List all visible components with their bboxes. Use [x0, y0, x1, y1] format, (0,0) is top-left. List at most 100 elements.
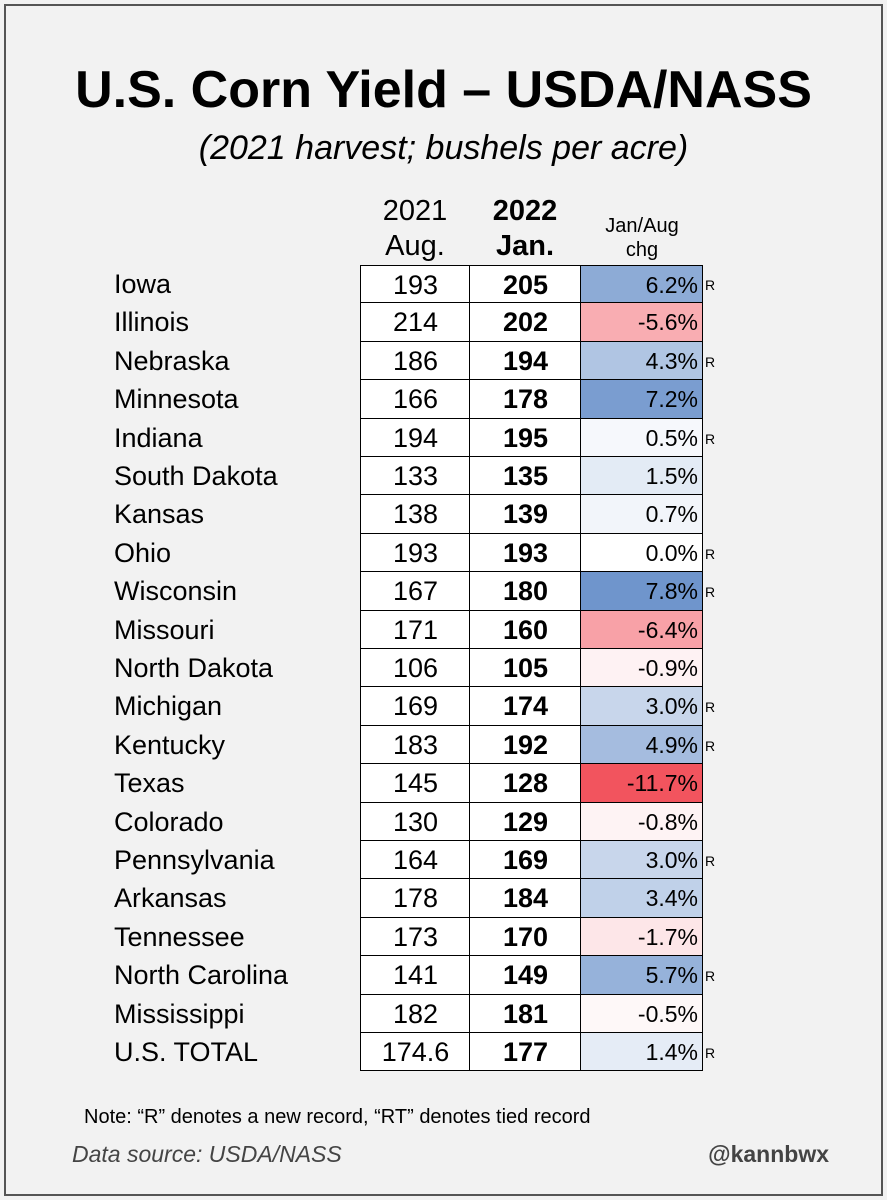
cell-aug-2021: 166	[360, 380, 470, 419]
cell-jan-2022: 128	[469, 764, 581, 803]
cell-aug-2021: 138	[360, 495, 470, 534]
header-chg-line2: chg	[625, 239, 659, 261]
cell-change: -6.4%	[580, 610, 703, 649]
cell-change: 3.0%	[580, 841, 703, 880]
cell-jan-2022: 149	[469, 956, 581, 995]
table-row: Kansas 138 139 0.7%	[0, 495, 887, 534]
cell-change: 6.2%	[580, 265, 703, 304]
cell-aug-2021: 130	[360, 802, 470, 841]
table-row: Wisconsin 167 180 7.8% R	[0, 572, 887, 611]
table-row: Missouri 171 160 -6.4%	[0, 610, 887, 649]
cell-jan-2022: 169	[469, 841, 581, 880]
state-name: U.S. TOTAL	[114, 1037, 259, 1067]
cell-aug-2021: 106	[360, 649, 470, 688]
cell-change: -0.5%	[580, 994, 703, 1033]
cell-aug-2021: 193	[360, 265, 470, 304]
cell-aug-2021: 194	[360, 418, 470, 457]
cell-aug-2021: 169	[360, 687, 470, 726]
table-row: Colorado 130 129 -0.8%	[0, 802, 887, 841]
author-handle: @kannbwx	[708, 1141, 829, 1167]
header-2021-aug: 2021 Aug.	[360, 194, 470, 264]
state-name: Texas	[114, 768, 185, 799]
table-row: Tennessee 173 170 -1.7%	[0, 917, 887, 957]
cell-jan-2022: 160	[469, 610, 581, 649]
cell-change: 4.3%	[580, 341, 703, 381]
state-name: North Dakota	[114, 653, 274, 683]
header-aug-year: 2021	[382, 195, 448, 227]
header-2022-jan: 2022 Jan.	[470, 194, 580, 264]
cell-change: 0.0%	[580, 533, 703, 573]
record-marker: R	[705, 584, 716, 601]
table-row: North Carolina 141 149 5.7% R	[0, 956, 887, 995]
table-row: Illinois 214 202 -5.6%	[0, 303, 887, 342]
cell-jan-2022: 184	[469, 879, 581, 918]
cell-jan-2022: 192	[469, 725, 581, 765]
cell-jan-2022: 105	[469, 649, 581, 688]
record-marker: R	[705, 353, 716, 370]
cell-change: 1.4%	[580, 1033, 703, 1072]
cell-change: 7.8%	[580, 572, 703, 611]
state-name: Pennsylvania	[114, 845, 275, 875]
record-marker: R	[705, 277, 716, 293]
table-row: Ohio 193 193 0.0% R	[0, 533, 887, 573]
cell-aug-2021: 167	[360, 572, 470, 611]
cell-aug-2021: 186	[360, 341, 470, 381]
record-marker: R	[705, 545, 716, 562]
cell-jan-2022: 202	[469, 303, 581, 342]
header-jan-month: Jan.	[495, 230, 555, 262]
table-row: Mississippi 182 181 -0.5%	[0, 994, 887, 1033]
state-name: North Carolina	[114, 960, 289, 991]
table-row: Pennsylvania 164 169 3.0% R	[0, 841, 887, 880]
cell-aug-2021: 133	[360, 457, 470, 496]
cell-change: -0.9%	[580, 649, 703, 688]
cell-change: -0.8%	[580, 802, 703, 841]
record-marker: R	[705, 1045, 716, 1061]
cell-jan-2022: 178	[469, 380, 581, 419]
record-marker: R	[705, 699, 716, 716]
cell-jan-2022: 129	[469, 802, 581, 841]
state-name: Kansas	[114, 499, 205, 530]
header-aug-month: Aug.	[385, 230, 445, 262]
cell-jan-2022: 174	[469, 687, 581, 726]
cell-aug-2021: 178	[360, 879, 470, 918]
state-name: Arkansas	[114, 883, 227, 914]
table-row: Minnesota 166 178 7.2%	[0, 380, 887, 419]
state-name: Ohio	[114, 537, 172, 568]
cell-change: -11.7%	[580, 764, 703, 803]
header-change: Jan/Aug chg	[582, 214, 702, 262]
table-row: South Dakota 133 135 1.5%	[0, 457, 887, 496]
state-name: Wisconsin	[114, 576, 238, 607]
cell-jan-2022: 170	[469, 917, 581, 957]
cell-jan-2022: 181	[469, 994, 581, 1033]
chart-title: U.S. Corn Yield – USDA/NASS	[75, 61, 812, 119]
state-name: Colorado	[114, 806, 224, 837]
table-row: U.S. TOTAL 174.6 177 1.4% R	[0, 1033, 887, 1072]
cell-jan-2022: 139	[469, 495, 581, 534]
record-marker: R	[705, 968, 716, 985]
state-name: Missouri	[114, 614, 215, 645]
record-note: Note: “R” denotes a new record, “RT” den…	[84, 1106, 591, 1128]
table-row: Iowa 193 205 6.2% R	[0, 265, 887, 304]
table-row: Indiana 194 195 0.5% R	[0, 418, 887, 457]
cell-jan-2022: 195	[469, 418, 581, 457]
cell-aug-2021: 171	[360, 610, 470, 649]
cell-jan-2022: 135	[469, 457, 581, 496]
table-row: Texas 145 128 -11.7%	[0, 764, 887, 803]
cell-change: 0.5%	[580, 418, 703, 457]
cell-change: 3.0%	[580, 687, 703, 726]
header-chg-line1: Jan/Aug	[605, 215, 679, 237]
cell-jan-2022: 193	[469, 533, 581, 573]
table-row: Michigan 169 174 3.0% R	[0, 687, 887, 726]
data-source: Data source: USDA/NASS	[72, 1141, 342, 1167]
cell-change: -1.7%	[580, 917, 703, 957]
cell-aug-2021: 182	[360, 994, 470, 1033]
table-row: Arkansas 178 184 3.4%	[0, 879, 887, 918]
cell-change: 5.7%	[580, 956, 703, 995]
table-row: Nebraska 186 194 4.3% R	[0, 341, 887, 381]
table-row: Kentucky 183 192 4.9% R	[0, 725, 887, 765]
cell-jan-2022: 194	[469, 341, 581, 381]
state-name: South Dakota	[114, 461, 278, 491]
cell-change: -5.6%	[580, 303, 703, 342]
cell-aug-2021: 193	[360, 533, 470, 573]
